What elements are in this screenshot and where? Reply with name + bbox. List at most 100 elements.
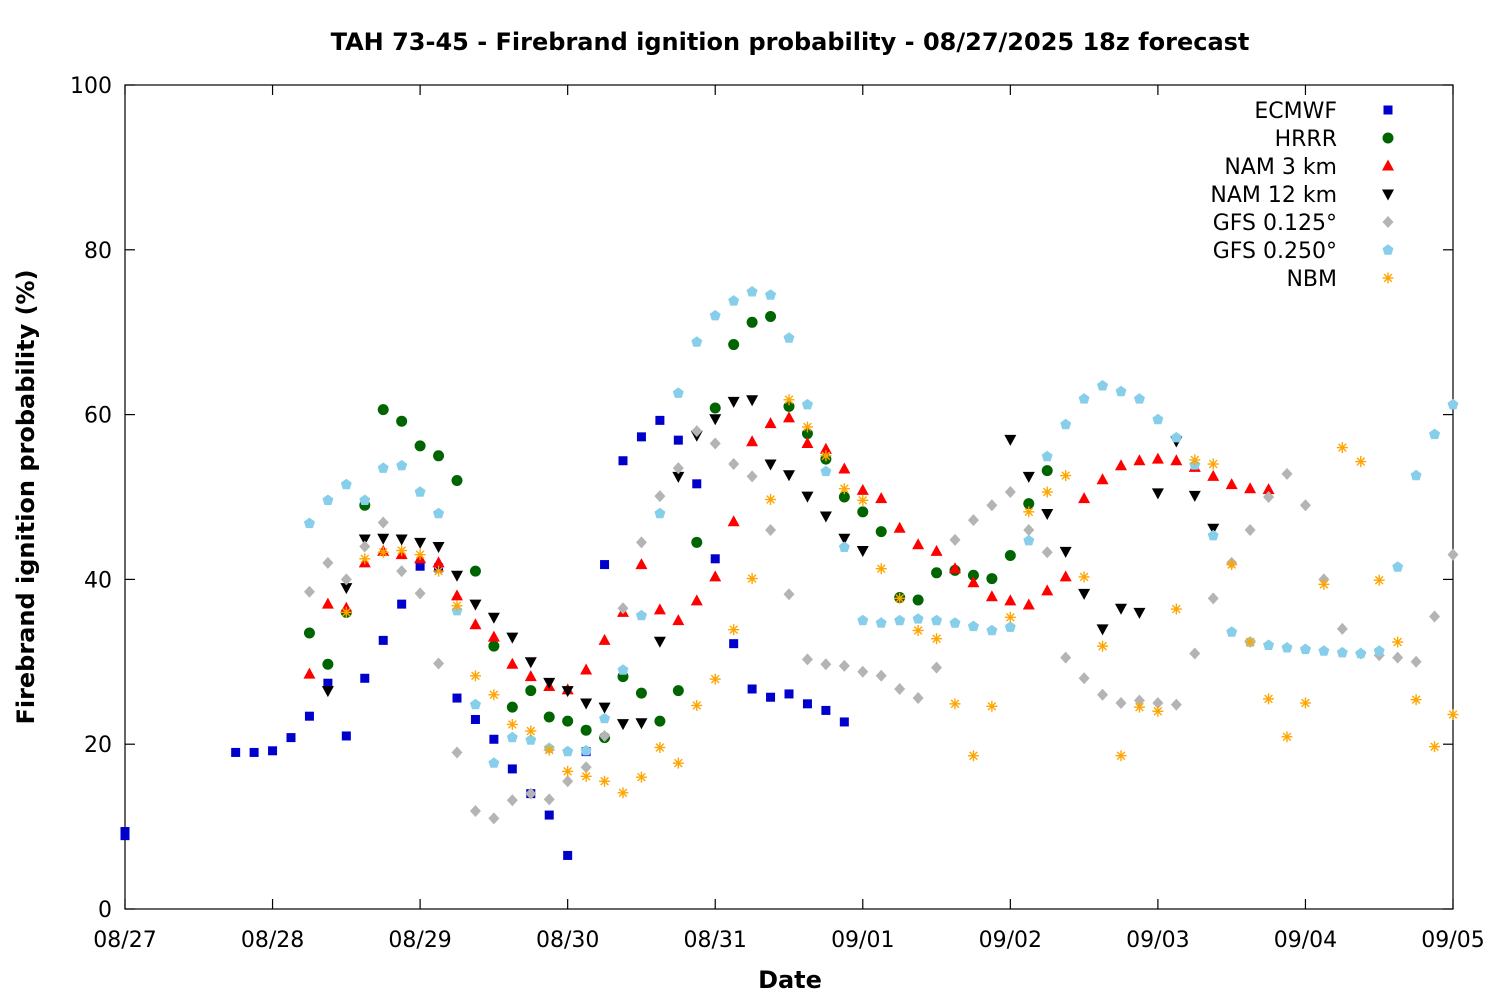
data-point-gfs-0-125 [488,812,500,825]
data-point-hrrr [303,627,315,639]
y-tick-label: 40 [84,568,112,593]
data-point-nbm [377,546,389,558]
data-point-nam-12-km [414,537,427,549]
data-point-hrrr [1023,498,1035,510]
data-point-gfs-0-125 [469,804,481,817]
data-point-ecmwf [618,456,628,466]
data-point-nam-3-km [580,663,593,675]
data-point-nam-3-km [875,492,888,504]
data-point-ecmwf [231,747,241,757]
data-point-nbm [801,421,813,433]
x-tick-label: 08/30 [536,928,599,953]
data-point-nam-12-km [856,546,869,558]
data-point-ecmwf [692,479,702,489]
data-point-nam-3-km [635,558,648,570]
data-point-gfs-0-250 [414,486,426,497]
data-point-gfs-0-125 [654,490,666,503]
data-point-nam-12-km [598,702,611,714]
data-point-nbm [506,718,518,730]
data-point-hrrr [931,567,943,579]
data-point-gfs-0-125 [820,658,832,671]
data-point-hrrr [986,573,998,585]
data-point-hrrr [562,715,574,727]
x-tick-label: 08/28 [241,928,304,953]
data-point-nbm [838,483,850,495]
data-point-hrrr [857,506,869,518]
data-point-gfs-0-125 [1060,651,1072,664]
x-tick-label: 09/03 [1126,928,1189,953]
data-point-nam-12-km [801,491,814,503]
data-point-nbm [1263,693,1275,705]
data-point-nbm [931,633,943,645]
data-point-nam-12-km [524,657,537,669]
data-point-nam-3-km [469,618,482,630]
data-point-gfs-0-125 [783,588,795,601]
data-point-gfs-0-250 [1152,413,1164,425]
x-tick-label: 09/01 [831,928,894,953]
y-tick-label: 60 [84,404,112,429]
data-point-gfs-0-125 [543,793,555,806]
data-point-nam-3-km [912,538,925,550]
data-point-nbm [543,744,555,756]
legend-marker-gfs-0-250 [1382,244,1394,255]
data-point-hrrr [728,339,740,351]
legend-label-ecmwf: ECMWF [1254,99,1337,124]
data-point-gfs-0-125 [709,437,721,450]
data-point-gfs-0-125 [875,669,887,682]
data-point-gfs-0-250 [1004,621,1016,632]
data-point-nam-3-km [1225,478,1238,490]
data-point-nam-12-km [1004,434,1017,446]
data-point-nbm [1373,574,1385,586]
data-point-gfs-0-125 [303,585,315,598]
data-point-ecmwf [360,673,370,683]
data-point-gfs-0-250 [1447,398,1459,410]
data-point-gfs-0-125 [801,653,813,666]
data-point-gfs-0-250 [1318,645,1330,656]
y-axis-title: Firebrand ignition probability (%) [12,269,40,724]
data-point-gfs-0-125 [377,516,389,529]
data-point-ecmwf [821,705,831,715]
data-point-gfs-0-125 [1041,546,1053,559]
data-point-gfs-0-250 [580,745,592,756]
data-point-hrrr [451,475,463,487]
data-point-nam-12-km [1041,508,1054,520]
data-point-nbm [1004,611,1016,623]
data-point-nam-3-km [838,462,851,474]
data-point-gfs-0-125 [1023,523,1035,536]
data-point-nam-3-km [303,667,316,679]
x-axis-title: Date [758,966,822,994]
data-point-gfs-0-125 [765,523,777,536]
data-point-nbm [562,765,574,777]
legend-marker-gfs-0-125 [1382,216,1394,228]
data-point-nam-12-km [395,534,408,546]
data-point-nam-3-km [764,417,777,429]
data-point-gfs-0-125 [1429,610,1441,623]
data-point-nbm [359,553,371,565]
data-point-nam-3-km [819,442,832,454]
data-point-gfs-0-125 [1078,672,1090,685]
data-point-gfs-0-125 [986,499,998,512]
data-point-nbm [1097,640,1109,652]
data-point-gfs-0-250 [562,745,574,757]
data-point-ecmwf [766,692,776,702]
data-point-gfs-0-125 [1097,688,1109,701]
data-point-nam-12-km [543,677,556,689]
data-point-nbm [617,787,629,799]
data-point-nam-3-km [321,597,334,609]
legend-label-nam-12-km: NAM 12 km [1210,183,1337,208]
data-point-nam-12-km [709,414,722,426]
data-point-nbm [967,750,979,762]
data-point-gfs-0-250 [1429,428,1441,440]
data-point-ecmwf [563,850,573,860]
data-point-hrrr [967,569,979,581]
data-point-nam-3-km [1170,454,1183,466]
legend-marker-nam-3-km [1382,159,1394,171]
data-point-hrrr [875,526,887,538]
legend-marker-nbm [1382,272,1394,284]
data-point-gfs-0-125 [414,587,426,600]
data-point-gfs-0-250 [875,617,887,628]
data-point-nbm [728,624,740,636]
data-point-gfs-0-125 [912,692,924,705]
data-point-nam-3-km [1078,492,1091,504]
